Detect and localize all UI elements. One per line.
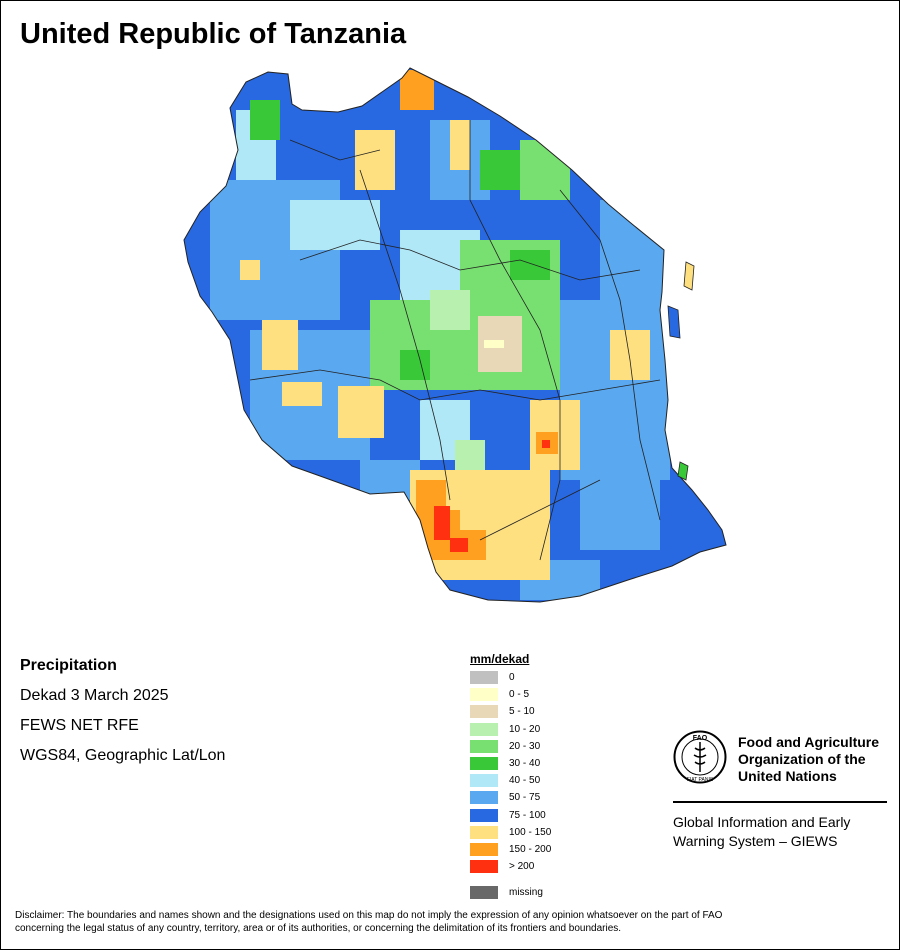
giews-line-1: Global Information and Early bbox=[673, 814, 851, 830]
disclaimer: Disclaimer: The boundaries and names sho… bbox=[15, 909, 885, 935]
precipitation-map bbox=[183, 67, 727, 603]
legend-item: 30 - 40 bbox=[470, 755, 610, 772]
fao-org-name: Food and Agriculture Organization of the… bbox=[738, 734, 898, 785]
disclaimer-line-2: concerning the legal status of any count… bbox=[15, 923, 622, 934]
source-label: FEWS NET RFE bbox=[20, 717, 139, 734]
org-line-3: United Nations bbox=[738, 768, 837, 784]
legend-item-label: 75 - 100 bbox=[509, 809, 546, 821]
logo-divider bbox=[673, 801, 887, 803]
org-line-1: Food and Agriculture bbox=[738, 734, 880, 750]
legend-swatch bbox=[470, 757, 498, 771]
giews-line-2: Warning System – GIEWS bbox=[673, 833, 838, 849]
legend-item: 0 bbox=[470, 669, 610, 686]
legend-item: > 200 bbox=[470, 858, 610, 875]
legend-swatch bbox=[470, 705, 498, 719]
legend-item-label: 10 - 20 bbox=[509, 723, 541, 735]
fao-emblem-text: FAO bbox=[693, 735, 708, 742]
legend-item: 5 - 10 bbox=[470, 703, 610, 720]
legend-swatch bbox=[470, 688, 498, 702]
legend-item: 150 - 200 bbox=[470, 841, 610, 858]
legend-swatch bbox=[470, 808, 498, 822]
region-boundaries bbox=[249, 120, 661, 561]
legend-item-label: 150 - 200 bbox=[509, 843, 552, 855]
legend: mm/dekad 0 0 - 5 5 - 10 10 - 20 20 - 30 30 - … bbox=[470, 652, 610, 901]
legend-swatch bbox=[470, 825, 498, 839]
legend-item: 40 - 50 bbox=[470, 772, 610, 789]
legend-swatch bbox=[470, 791, 498, 805]
period-label: Dekad 3 March 2025 bbox=[20, 687, 169, 704]
variable-label: Precipitation bbox=[20, 657, 117, 674]
fao-wheat-emblem-icon: FAO FIAT PANIS bbox=[673, 730, 727, 784]
pemba-island bbox=[683, 261, 695, 291]
legend-item: 75 - 100 bbox=[470, 807, 610, 824]
disclaimer-line-1: Disclaimer: The boundaries and names sho… bbox=[15, 910, 723, 921]
map-title: United Republic of Tanzania bbox=[20, 18, 407, 50]
map-info: Precipitation Dekad 3 March 2025 FEWS NE… bbox=[20, 656, 225, 776]
legend-item-label: 100 - 150 bbox=[509, 826, 552, 838]
fao-emblem-motto: FIAT PANIS bbox=[687, 777, 714, 783]
legend-item-label: > 200 bbox=[509, 861, 535, 873]
legend-item-label: 30 - 40 bbox=[509, 758, 541, 770]
mafia-island bbox=[677, 461, 689, 481]
legend-swatch bbox=[470, 774, 498, 788]
legend-item: 0 - 5 bbox=[470, 686, 610, 703]
legend-item-label: 0 - 5 bbox=[509, 689, 530, 701]
legend-swatch bbox=[470, 671, 498, 685]
org-line-2: Organization of the bbox=[738, 751, 866, 767]
country-outline bbox=[183, 67, 727, 603]
legend-item: 100 - 150 bbox=[470, 824, 610, 841]
legend-item-label: 0 bbox=[509, 672, 515, 684]
legend-item: 50 - 75 bbox=[470, 789, 610, 806]
legend-item-label: 20 - 30 bbox=[509, 740, 541, 752]
legend-missing-label: missing bbox=[509, 887, 543, 899]
legend-swatch-missing bbox=[470, 886, 498, 900]
legend-item: 10 - 20 bbox=[470, 721, 610, 738]
legend-item-label: 50 - 75 bbox=[509, 792, 541, 804]
legend-swatch bbox=[470, 739, 498, 753]
projection-label: WGS84, Geographic Lat/Lon bbox=[20, 747, 226, 764]
legend-swatch bbox=[470, 722, 498, 736]
zanzibar-island bbox=[667, 305, 681, 339]
legend-item-label: 40 - 50 bbox=[509, 775, 541, 787]
legend-missing: missing bbox=[470, 884, 610, 901]
legend-title: mm/dekad bbox=[470, 652, 530, 666]
legend-item-label: 5 - 10 bbox=[509, 706, 535, 718]
legend-swatch bbox=[470, 860, 498, 874]
legend-item: 20 - 30 bbox=[470, 738, 610, 755]
giews-name: Global Information and Early Warning Sys… bbox=[673, 813, 893, 851]
legend-swatch bbox=[470, 842, 498, 856]
